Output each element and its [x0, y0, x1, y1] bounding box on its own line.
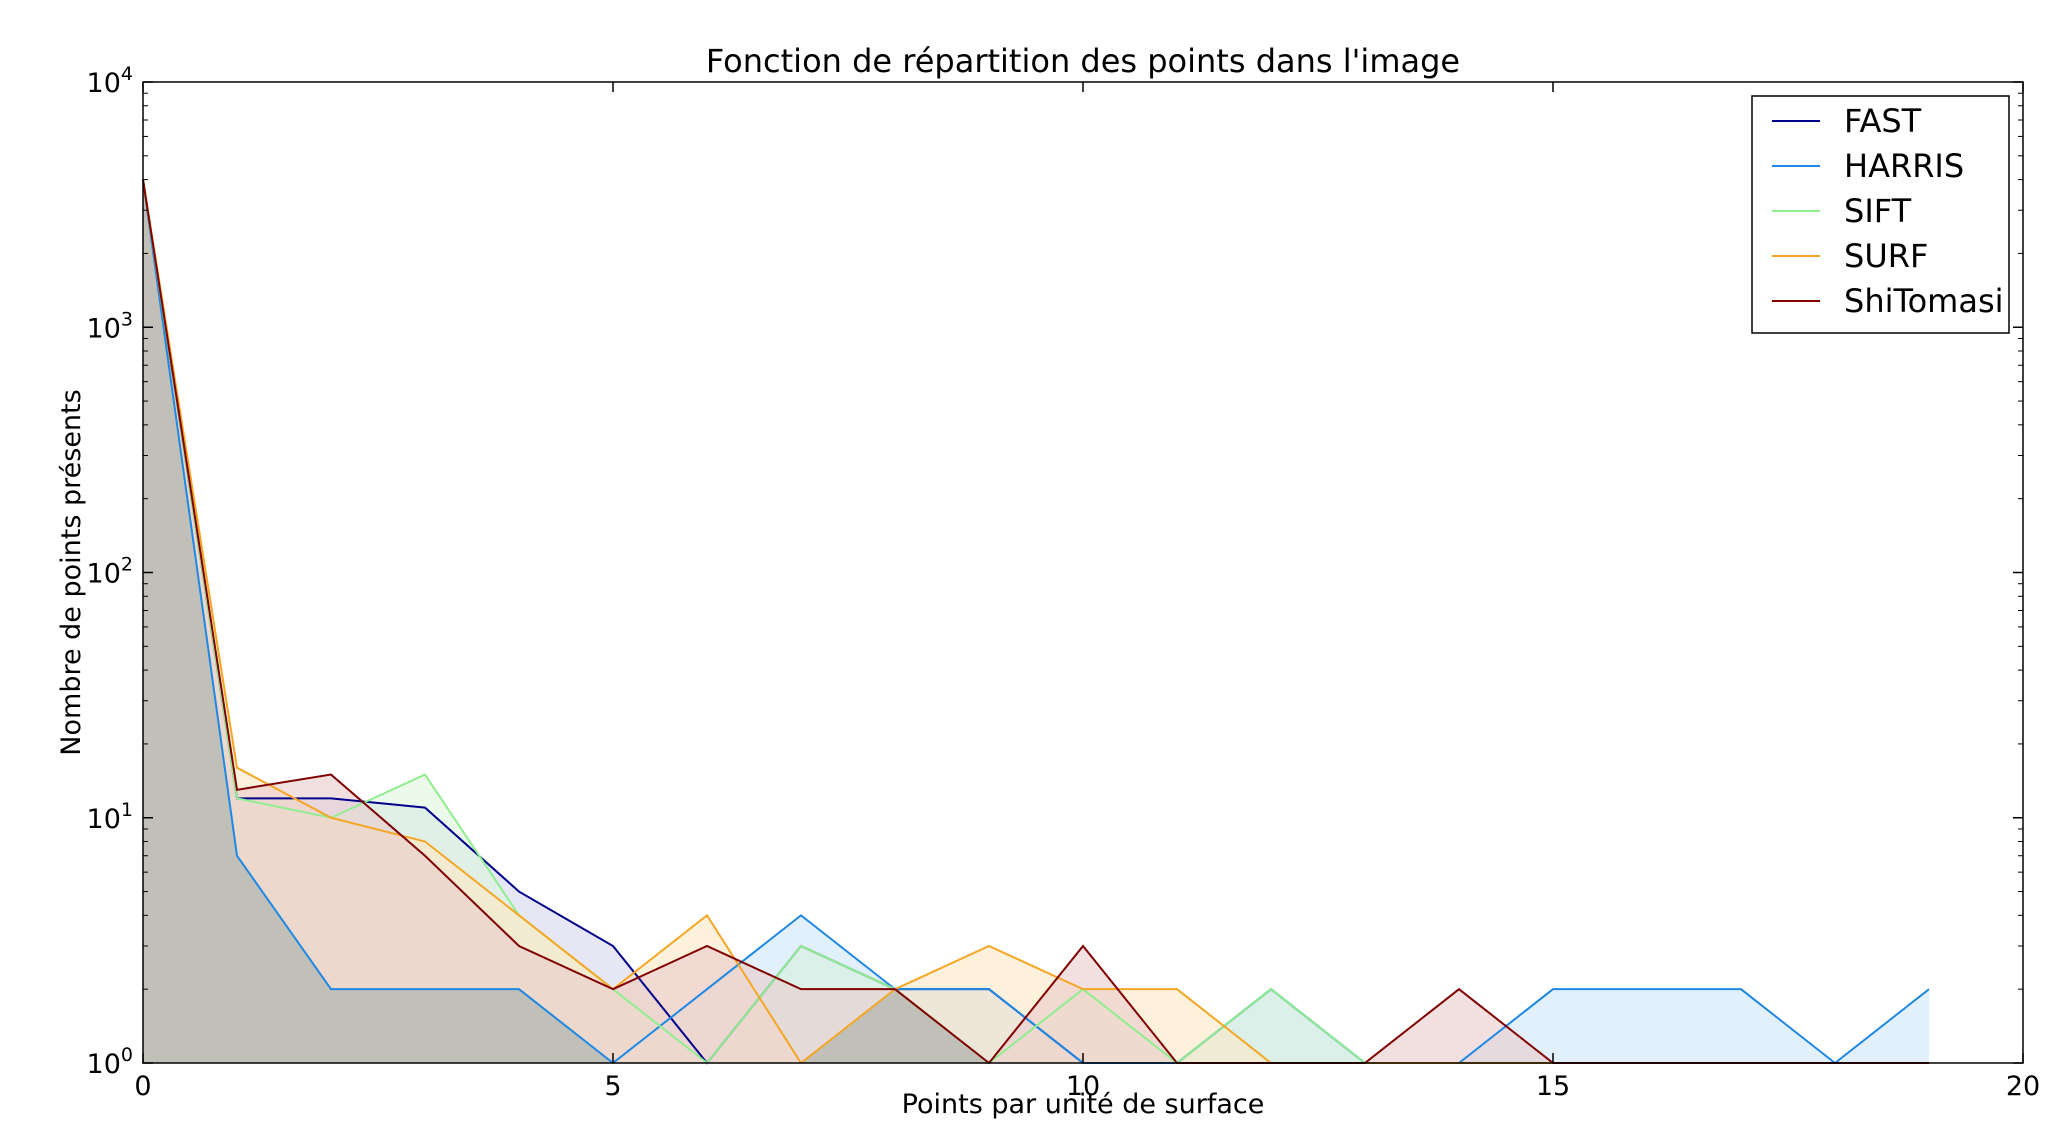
legend-label-surf: SURF — [1844, 237, 1928, 275]
y-tick-label: 103 — [87, 308, 133, 344]
chart-title: Fonction de répartition des points dans … — [706, 42, 1460, 80]
x-axis-title: Points par unité de surface — [902, 1089, 1265, 1120]
y-axis-title: Nombre de points présents — [56, 389, 87, 755]
y-tick-label: 100 — [87, 1044, 133, 1080]
x-tick-label: 0 — [134, 1071, 151, 1102]
y-tick-label: 101 — [87, 799, 133, 835]
y-tick-label: 104 — [87, 63, 133, 99]
x-tick-label: 10 — [1066, 1071, 1100, 1102]
legend-box — [1751, 95, 2010, 334]
x-tick-label: 15 — [1536, 1071, 1570, 1102]
series-fills — [143, 179, 1929, 1063]
x-tick-label: 20 — [2006, 1071, 2040, 1102]
series-fill-shitomasi — [143, 179, 1929, 1063]
y-axis-tick-labels: 100 101 102 103 104 — [87, 63, 133, 1080]
y-tick-label: 102 — [87, 554, 133, 590]
axis-ticks — [142, 81, 2024, 1064]
legend-label-harris: HARRIS — [1844, 147, 1964, 185]
x-axis-tick-labels: 0 5 10 15 20 — [134, 1071, 2040, 1102]
legend-label-sift: SIFT — [1844, 192, 1912, 230]
legend: FAST HARRIS SIFT SURF ShiTomasi — [1751, 95, 2010, 334]
legend-label-fast: FAST — [1844, 102, 1922, 140]
x-tick-label: 5 — [604, 1071, 621, 1102]
legend-label-shitomasi: ShiTomasi — [1844, 282, 2004, 320]
